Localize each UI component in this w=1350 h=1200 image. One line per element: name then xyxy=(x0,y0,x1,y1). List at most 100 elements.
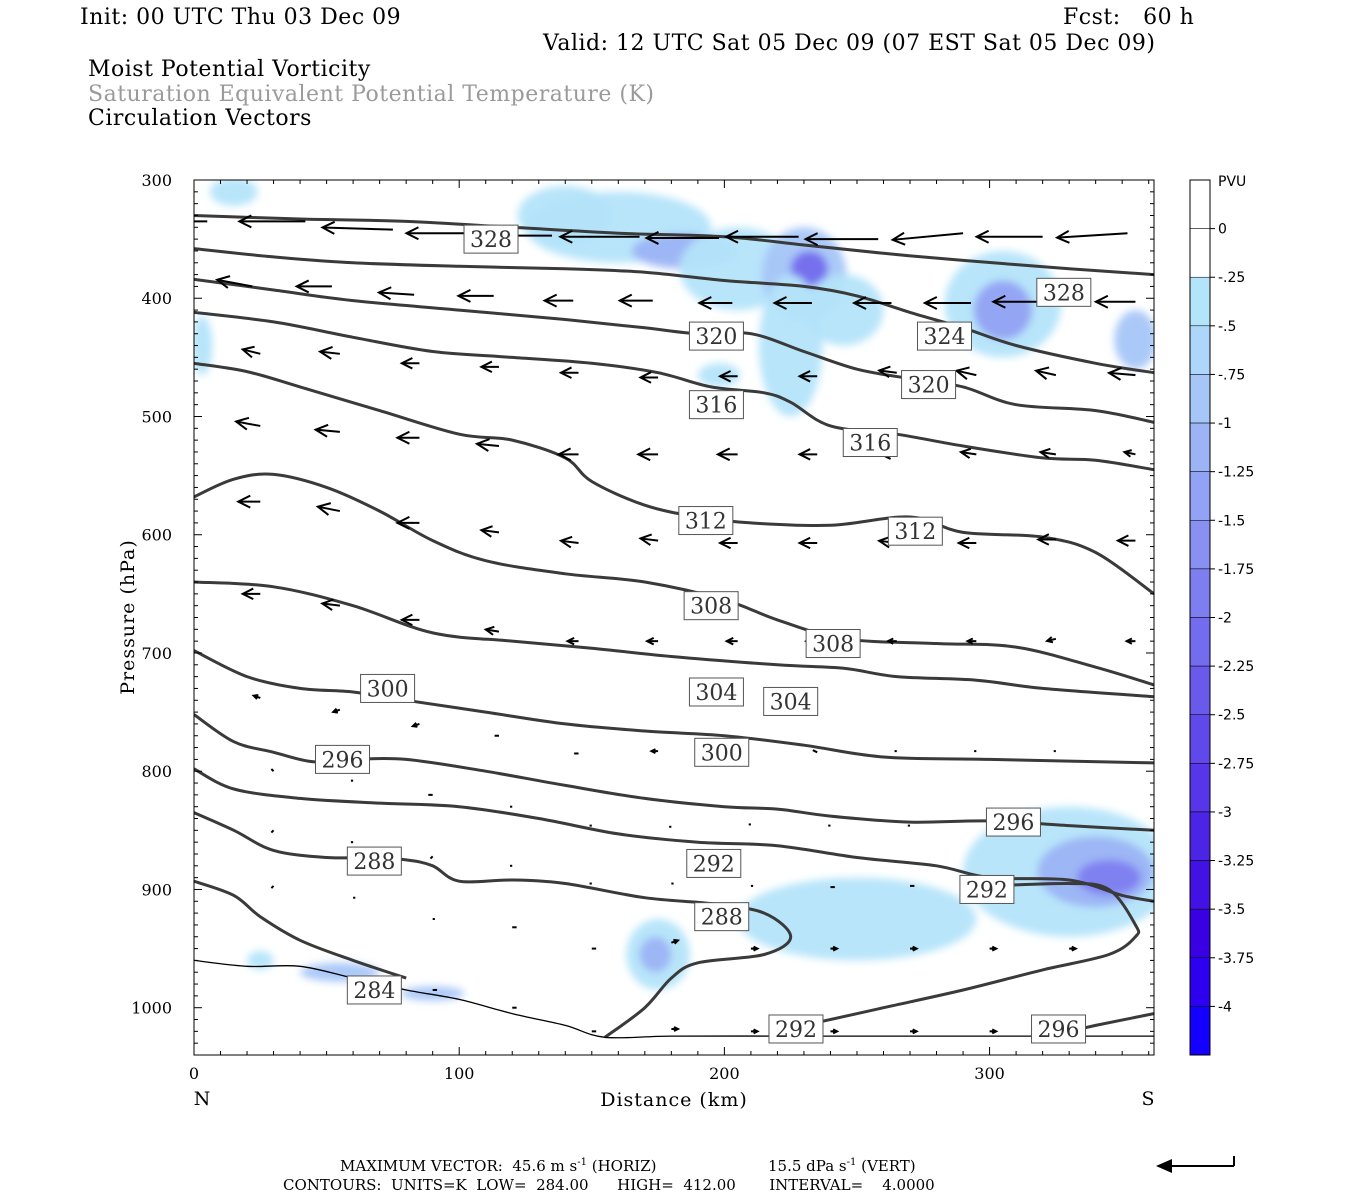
contour-label-text: 316 xyxy=(695,394,737,419)
colorbar-label: -1.75 xyxy=(1218,562,1254,578)
circulation-vector xyxy=(270,885,275,889)
vector-shaft xyxy=(216,278,253,288)
max-vector-vert-note: 15.5 dPa s-1 (VERT) xyxy=(768,1157,916,1175)
contour-label-box xyxy=(688,390,744,420)
y-axis-label: Pressure (hPa) xyxy=(117,539,139,695)
contour-label-text: 300 xyxy=(701,741,743,766)
axes: 300 400 500 600 700 800 900 1000 0 100 200 300 xyxy=(131,171,1154,1083)
y-tick-label: 900 xyxy=(141,880,172,899)
contour-label-text: 284 xyxy=(353,979,395,1004)
theta-es-contour-304 xyxy=(194,580,1154,699)
y-tick-label: 400 xyxy=(141,289,172,308)
contour-label-box xyxy=(763,686,819,716)
contour-label-text: 304 xyxy=(770,690,812,715)
vector-head xyxy=(876,535,891,549)
contour-label: 284 xyxy=(346,975,402,1005)
contour-label: 328 xyxy=(463,224,519,254)
circulation-vector xyxy=(237,214,306,229)
contour-label: 328 xyxy=(1036,277,1092,307)
colorbar-swatch xyxy=(1189,763,1211,813)
vector-head xyxy=(556,447,572,462)
vector-head xyxy=(772,296,787,310)
contour-label-layer: 328 328 320 324 320 316 316 312 312 308 308 304 304 3… xyxy=(315,224,1092,1044)
colorbar-swatch xyxy=(1189,325,1211,375)
max-vector-horiz-value: MAXIMUM VECTOR: 45.6 m s xyxy=(340,1157,578,1175)
contour-label-text: 312 xyxy=(894,520,936,545)
circulation-vector xyxy=(233,416,261,431)
max-vector-horiz-exponent: -1 xyxy=(577,1157,587,1168)
contour-label: 320 xyxy=(688,321,744,351)
contour-label-text: 304 xyxy=(695,681,737,706)
vector-head xyxy=(395,430,410,445)
vector-head xyxy=(715,447,731,462)
contour-label-text: 308 xyxy=(812,633,854,658)
vector-shaft xyxy=(476,442,500,448)
max-vector-vert-value: 15.5 dPa s xyxy=(768,1157,847,1175)
contour-label: 320 xyxy=(901,370,957,400)
circulation-vector xyxy=(910,945,919,952)
vector-shaft xyxy=(560,539,579,544)
circulation-vector xyxy=(410,722,420,728)
colorbar-label: -.75 xyxy=(1218,367,1245,383)
vector-shaft xyxy=(235,420,261,427)
contour-info: CONTOURS: UNITS=K LOW= 284.00 HIGH= 412.… xyxy=(283,1176,935,1194)
vector-head xyxy=(724,636,734,646)
vector-head xyxy=(797,448,811,461)
vector-head xyxy=(317,346,333,360)
contour-label: 324 xyxy=(916,321,972,351)
theta-es-contour-292 xyxy=(803,881,1141,1027)
colorbar-swatch xyxy=(1189,471,1211,521)
vector-head xyxy=(483,625,495,636)
contour-label: 316 xyxy=(842,428,898,457)
vector-head xyxy=(1093,294,1109,309)
circulation-vector xyxy=(803,232,879,247)
circulation-vector xyxy=(294,279,332,294)
contour-label: 296 xyxy=(1031,1014,1087,1044)
circulation-vector xyxy=(989,945,999,952)
circulation-vector xyxy=(890,231,964,246)
contour-label-box xyxy=(887,516,943,546)
vector-shaft xyxy=(1040,451,1057,456)
colorbar-label: -2.5 xyxy=(1218,708,1245,724)
theta-es-contour-288 xyxy=(194,811,793,1039)
contour-label-text: 316 xyxy=(849,432,891,457)
colorbar-label: -3.5 xyxy=(1218,902,1245,918)
vector-head xyxy=(958,447,972,459)
contour-label-text: 320 xyxy=(695,325,737,350)
circulation-vector xyxy=(376,286,415,301)
x-tick-label: 200 xyxy=(709,1064,740,1083)
circulation-vector xyxy=(812,749,818,754)
circulation-vector xyxy=(236,494,261,509)
colorbar-swatch xyxy=(1189,860,1211,910)
vector-head xyxy=(558,366,572,379)
vector-head xyxy=(479,525,493,538)
pv-region xyxy=(790,250,828,287)
vector-head xyxy=(673,938,681,945)
circulation-vector xyxy=(724,636,738,646)
colorbar-label: -1 xyxy=(1218,416,1232,432)
contour-label-box xyxy=(694,737,750,767)
contour-label-box xyxy=(688,677,744,707)
pv-region xyxy=(639,936,672,973)
contour-label-box xyxy=(315,744,371,774)
contour-label-box xyxy=(768,1014,824,1044)
colorbar-swatch xyxy=(1189,665,1211,715)
vector-head xyxy=(974,229,990,244)
vector-shaft xyxy=(322,226,393,231)
circulation-vector xyxy=(797,448,818,461)
circulation-vector xyxy=(885,637,897,645)
circulation-vector xyxy=(797,370,818,383)
theta-es-contour-308 xyxy=(194,472,1154,687)
vector-head xyxy=(1054,230,1070,244)
colorbar-label: -2.25 xyxy=(1218,659,1254,675)
contour-label-box xyxy=(346,846,402,876)
circulation-vector xyxy=(1115,534,1136,547)
vector-head xyxy=(717,536,732,550)
contour-label-box xyxy=(688,321,744,351)
vector-head xyxy=(956,536,970,550)
colorbar-swatch xyxy=(1189,568,1211,618)
y-tick-label: 800 xyxy=(141,762,172,781)
circulation-vector xyxy=(958,447,977,459)
circulation-vector xyxy=(922,296,972,310)
